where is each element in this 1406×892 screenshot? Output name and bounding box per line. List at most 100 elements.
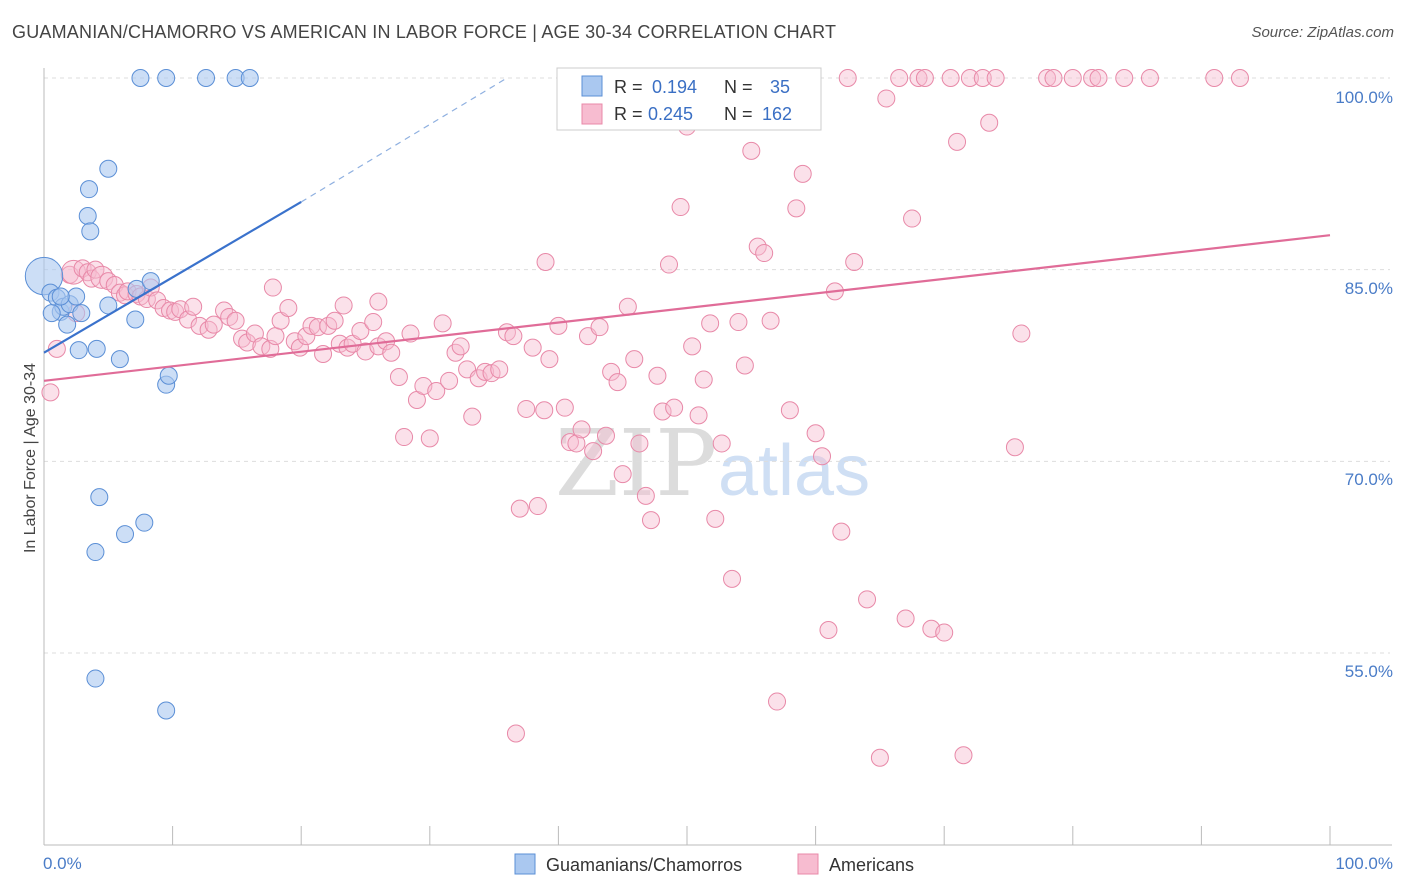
americans-point bbox=[549, 316, 568, 335]
americans-point bbox=[858, 590, 877, 609]
americans-point bbox=[630, 434, 649, 453]
legend-n-label-pink: N = bbox=[724, 104, 753, 124]
legend-r-label-pink: R = bbox=[614, 104, 643, 124]
americans-point bbox=[506, 724, 525, 743]
americans-point bbox=[590, 318, 609, 337]
legend-swatch-pink bbox=[581, 103, 603, 125]
americans-point bbox=[973, 69, 992, 87]
americans-point bbox=[148, 291, 167, 310]
americans-point bbox=[838, 69, 857, 87]
guamanian-point bbox=[110, 350, 129, 369]
trend-lines bbox=[43, 77, 1331, 382]
americans-trend-line bbox=[43, 234, 1331, 382]
americans-point bbox=[1012, 324, 1031, 343]
americans-point bbox=[625, 350, 644, 369]
americans-point bbox=[540, 350, 559, 369]
americans-point bbox=[980, 113, 999, 132]
guamanian-point bbox=[72, 304, 91, 323]
americans-point bbox=[567, 434, 586, 453]
americans-point bbox=[1230, 69, 1249, 87]
americans-point bbox=[806, 424, 825, 443]
americans-point bbox=[382, 343, 401, 362]
americans-point bbox=[941, 69, 960, 87]
americans-point bbox=[954, 746, 973, 765]
legend-n-value-blue: 35 bbox=[770, 77, 790, 97]
americans-point bbox=[960, 69, 979, 87]
guamanian-point bbox=[51, 287, 70, 306]
guamanians-trend-line bbox=[43, 200, 302, 354]
americans-point bbox=[572, 420, 591, 439]
americans-point bbox=[279, 299, 298, 317]
americans-points bbox=[41, 69, 1249, 767]
series-legend: Guamanians/Chamorros Americans bbox=[514, 853, 914, 875]
americans-point bbox=[780, 401, 799, 420]
americans-point bbox=[689, 406, 708, 425]
americans-point bbox=[528, 497, 547, 516]
americans-point bbox=[787, 199, 806, 218]
americans-point bbox=[761, 311, 780, 330]
americans-point bbox=[636, 486, 655, 505]
guamanian-point bbox=[78, 207, 97, 225]
guamanian-point bbox=[157, 701, 176, 720]
bottom-legend-label-blue: Guamanians/Chamorros bbox=[546, 855, 742, 875]
americans-point bbox=[184, 297, 203, 316]
americans-point bbox=[915, 69, 934, 87]
americans-point bbox=[41, 383, 60, 402]
americans-point bbox=[555, 398, 574, 417]
americans-point bbox=[1140, 69, 1159, 87]
americans-point bbox=[648, 366, 667, 385]
americans-point bbox=[659, 255, 678, 274]
americans-point bbox=[903, 209, 922, 228]
legend-r-label-blue: R = bbox=[614, 77, 643, 97]
americans-point bbox=[476, 362, 495, 381]
americans-point bbox=[735, 356, 754, 375]
americans-point bbox=[1205, 69, 1224, 87]
legend-n-label-blue: N = bbox=[724, 77, 753, 97]
guamanians-trend-extension bbox=[300, 77, 508, 203]
americans-point bbox=[199, 320, 218, 339]
americans-point bbox=[845, 253, 864, 271]
americans-point bbox=[433, 314, 452, 333]
guamanian-point bbox=[87, 339, 106, 358]
bottom-legend-label-pink: Americans bbox=[829, 855, 914, 875]
americans-point bbox=[832, 522, 851, 541]
axes bbox=[43, 68, 1392, 846]
y-axis-label: In Labor Force | Age 30-34 bbox=[22, 363, 39, 553]
americans-point bbox=[427, 382, 446, 401]
americans-point bbox=[618, 297, 637, 316]
americans-point bbox=[870, 748, 889, 767]
guamanian-point bbox=[126, 310, 145, 329]
americans-point bbox=[793, 164, 812, 183]
x-tick-max: 100.0% bbox=[1335, 854, 1393, 873]
y-tick-70: 70.0% bbox=[1345, 470, 1393, 489]
americans-point bbox=[463, 407, 482, 426]
legend-r-value-pink: 0.245 bbox=[648, 104, 693, 124]
americans-point bbox=[266, 327, 285, 346]
americans-point bbox=[653, 402, 672, 421]
americans-point bbox=[641, 511, 660, 530]
guamanian-point bbox=[69, 341, 88, 360]
watermark-atlas: atlas bbox=[718, 431, 870, 511]
guamanian-point bbox=[42, 304, 61, 323]
guamanian-point bbox=[90, 488, 109, 507]
bottom-legend-swatch-pink bbox=[797, 853, 819, 875]
guamanian-point bbox=[159, 366, 178, 385]
americans-point bbox=[1083, 69, 1102, 87]
guamanian-point bbox=[240, 69, 259, 87]
guamanian-point bbox=[58, 315, 77, 334]
americans-point bbox=[748, 237, 767, 256]
americans-point bbox=[190, 316, 209, 335]
americans-point bbox=[517, 399, 536, 418]
americans-point bbox=[1089, 69, 1108, 87]
americans-point bbox=[986, 69, 1005, 87]
americans-point bbox=[723, 569, 742, 588]
americans-point bbox=[813, 447, 832, 466]
guamanian-point bbox=[157, 69, 176, 87]
americans-point bbox=[665, 398, 684, 417]
y-tick-100: 100.0% bbox=[1335, 88, 1393, 107]
americans-point bbox=[263, 278, 282, 297]
guamanian-point bbox=[197, 69, 216, 87]
guamanian-point bbox=[116, 525, 135, 544]
americans-point bbox=[613, 465, 632, 484]
americans-point bbox=[909, 69, 928, 87]
